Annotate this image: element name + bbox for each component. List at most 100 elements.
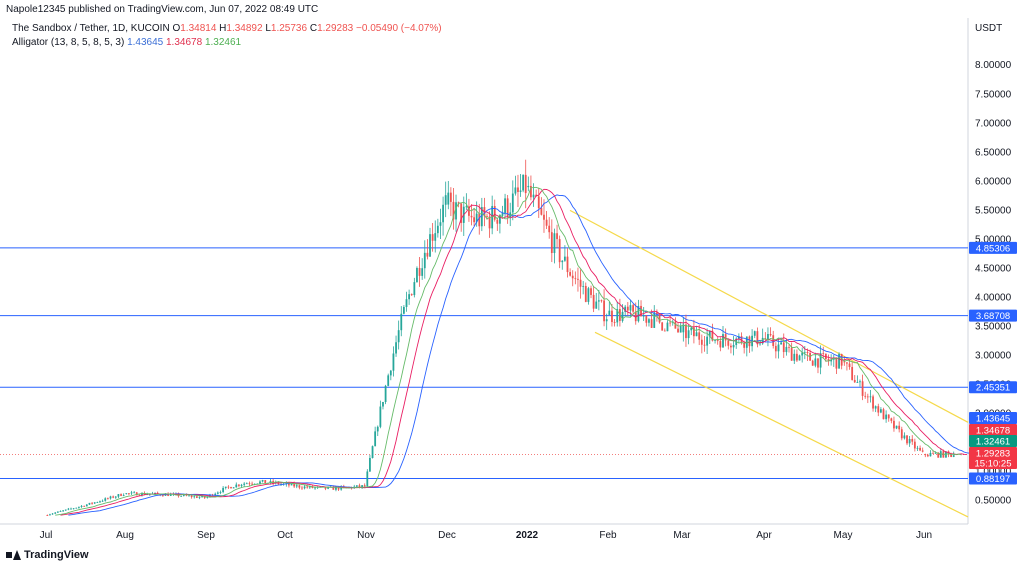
candle-body <box>877 406 880 413</box>
candle-body <box>514 187 517 194</box>
candle-body <box>603 300 605 322</box>
candle-body <box>650 319 653 328</box>
candle-body <box>584 285 587 302</box>
candle-body <box>133 492 136 494</box>
alligator-teeth-line <box>60 188 967 516</box>
candle-body <box>475 213 478 223</box>
candle-body <box>782 342 785 353</box>
chart-legend: The Sandbox / Tether, 1D, KUCOIN O1.3481… <box>12 22 442 50</box>
candle-body <box>543 214 545 220</box>
candle-body <box>240 484 243 486</box>
price-badge <box>969 424 1017 436</box>
candle-body <box>642 315 645 317</box>
indicator-row: Alligator (13, 8, 5, 8, 5, 3) 1.43645 1.… <box>12 36 442 50</box>
candle-body <box>366 471 369 487</box>
candle-body <box>442 204 444 223</box>
y-tick-label: 7.00000 <box>975 118 1012 129</box>
candle-body <box>423 252 426 269</box>
candle-body <box>421 268 424 276</box>
candle-body <box>658 314 661 323</box>
candle-body <box>54 512 57 514</box>
candle-body <box>235 484 238 488</box>
candle-body <box>682 324 685 333</box>
y-tick-label: 4.50000 <box>975 263 1012 274</box>
candle-body <box>496 219 499 224</box>
candle-body <box>51 513 54 515</box>
candle-body <box>392 353 395 371</box>
candle-body <box>756 331 759 345</box>
candle-body <box>243 483 246 485</box>
candle-body <box>579 279 582 287</box>
candle-body <box>426 252 429 257</box>
candle-body <box>861 381 864 396</box>
x-tick-label: Dec <box>438 530 456 541</box>
candle-body <box>190 495 193 498</box>
candle-body <box>785 346 788 353</box>
candle-body <box>374 431 377 447</box>
footer-brand[interactable]: TradingView <box>6 549 89 561</box>
candle-body <box>608 310 611 315</box>
candle-body <box>167 493 170 496</box>
y-tick-label: 7.50000 <box>975 89 1012 100</box>
candle-body <box>295 485 298 487</box>
candle-body <box>527 185 530 188</box>
candle-body <box>637 305 640 322</box>
price-badge-label: 15:10:25 <box>975 459 1012 470</box>
candle-body <box>911 438 914 442</box>
y-tick-label: 0.50000 <box>975 496 1012 507</box>
candle-body <box>248 483 251 485</box>
x-tick-label: Aug <box>116 530 134 541</box>
candle-body <box>122 495 125 496</box>
candle-body <box>801 352 804 356</box>
indicator-name[interactable]: Alligator (13, 8, 5, 8, 5, 3) <box>12 37 125 48</box>
candle-body <box>298 485 301 488</box>
candle-body <box>434 233 437 241</box>
price-badge <box>969 435 1017 447</box>
candle-body <box>796 353 798 361</box>
candle-body <box>524 174 527 194</box>
candle-body <box>708 330 711 337</box>
candle-body <box>449 192 452 202</box>
channel-lower-line <box>594 331 969 518</box>
candle-body <box>685 324 687 339</box>
publish-info: Napole12345 published on TradingView.com… <box>6 4 319 15</box>
candle-body <box>308 486 311 488</box>
candle-body <box>506 198 509 218</box>
candle-body <box>245 483 248 485</box>
candle-body <box>219 492 222 493</box>
candle-body <box>169 494 172 496</box>
candle-body <box>324 486 327 489</box>
y-tick-label: 6.50000 <box>975 147 1012 158</box>
candle-body <box>444 195 447 205</box>
symbol-name[interactable]: The Sandbox / Tether, 1D, KUCOIN <box>12 23 170 34</box>
candle-body <box>774 345 777 352</box>
level-price-label: 2.45351 <box>976 383 1010 394</box>
candle-body <box>436 225 439 234</box>
candle-body <box>553 233 556 254</box>
candle-body <box>748 336 751 347</box>
candle-body <box>569 272 572 276</box>
price-badge <box>969 447 1017 459</box>
candle-body <box>457 202 460 204</box>
candle-body <box>722 334 724 348</box>
candle-body <box>384 385 387 403</box>
candle-body <box>939 451 942 458</box>
candle-body <box>921 450 924 452</box>
candle-body <box>952 455 955 457</box>
candle-body <box>146 494 149 496</box>
candle-body <box>387 375 390 386</box>
candle-body <box>597 300 600 302</box>
candle-body <box>866 396 869 398</box>
candle-body <box>900 429 903 439</box>
candle-body <box>439 222 442 226</box>
candle-body <box>590 288 592 295</box>
candle-body <box>376 426 379 432</box>
level-price-label: 4.85306 <box>976 243 1010 254</box>
level-price-badge <box>969 381 1017 394</box>
candle-body <box>159 493 162 496</box>
candle-body <box>613 322 616 323</box>
candle-body <box>530 185 532 198</box>
candle-body <box>700 339 703 345</box>
candle-body <box>80 505 83 507</box>
